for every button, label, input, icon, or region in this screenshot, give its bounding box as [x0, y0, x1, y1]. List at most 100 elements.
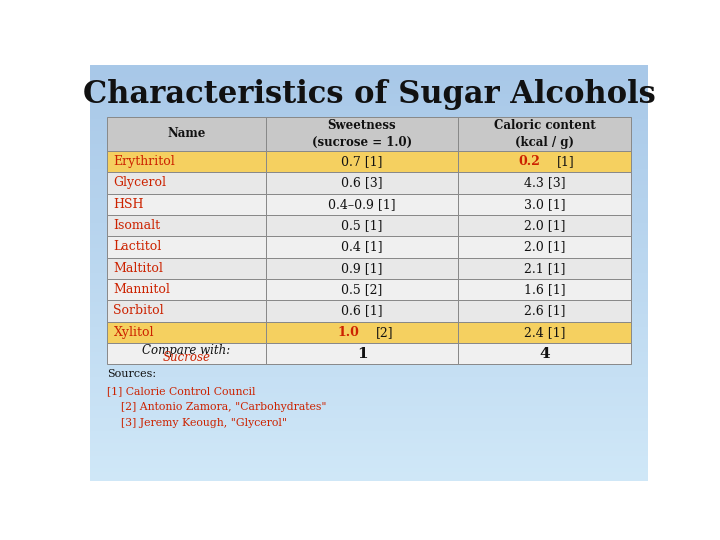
Bar — [90, 160, 648, 165]
Bar — [90, 65, 648, 69]
Text: 3.0 [1]: 3.0 [1] — [524, 198, 566, 211]
Text: Mannitol: Mannitol — [114, 283, 171, 296]
Bar — [458, 300, 631, 321]
Bar — [90, 435, 648, 439]
Text: 1.0: 1.0 — [337, 326, 359, 339]
Text: Lactitol: Lactitol — [114, 240, 162, 253]
Text: 0.9 [1]: 0.9 [1] — [341, 262, 383, 275]
Bar — [458, 172, 631, 193]
Text: 0.4 [1]: 0.4 [1] — [341, 240, 383, 253]
Bar — [90, 202, 648, 206]
Bar — [90, 360, 648, 364]
Bar — [458, 193, 631, 215]
Bar — [266, 343, 458, 364]
Bar — [107, 300, 266, 321]
Text: [2] Antonio Zamora, "Carbohydrates": [2] Antonio Zamora, "Carbohydrates" — [107, 402, 326, 413]
Bar — [90, 156, 648, 160]
Bar — [90, 77, 648, 82]
Bar — [90, 302, 648, 306]
Bar — [90, 227, 648, 231]
Bar — [90, 136, 648, 140]
Text: 2.6 [1]: 2.6 [1] — [524, 305, 565, 318]
Bar — [458, 215, 631, 236]
Bar — [90, 252, 648, 256]
Text: HSH: HSH — [114, 198, 144, 211]
Bar — [90, 173, 648, 177]
Bar — [458, 236, 631, 258]
Text: 0.6 [1]: 0.6 [1] — [341, 305, 383, 318]
Bar — [90, 244, 648, 248]
Bar — [458, 117, 631, 151]
Bar — [90, 306, 648, 310]
Bar — [90, 98, 648, 102]
Bar — [90, 265, 648, 268]
Bar — [90, 476, 648, 481]
Text: Sources:: Sources: — [107, 369, 156, 379]
Bar — [90, 339, 648, 343]
Bar — [90, 131, 648, 136]
Bar — [90, 319, 648, 322]
Bar — [90, 427, 648, 431]
Text: Caloric content
(kcal / g): Caloric content (kcal / g) — [494, 119, 595, 149]
Bar — [90, 431, 648, 435]
Bar — [90, 144, 648, 148]
Text: Compare with:: Compare with: — [142, 343, 230, 356]
Text: 4.3 [3]: 4.3 [3] — [524, 177, 566, 190]
Text: [2]: [2] — [376, 326, 393, 339]
Text: Sucrose: Sucrose — [162, 352, 210, 365]
Text: Sorbitol: Sorbitol — [114, 305, 164, 318]
Bar — [90, 456, 648, 460]
Bar — [90, 352, 648, 356]
Bar — [90, 114, 648, 119]
Bar — [90, 273, 648, 277]
Bar — [107, 236, 266, 258]
Bar — [90, 168, 648, 173]
Text: 0.7 [1]: 0.7 [1] — [341, 155, 383, 168]
Bar — [266, 193, 458, 215]
Text: Isomalt: Isomalt — [114, 219, 161, 232]
Bar — [90, 310, 648, 314]
Bar — [90, 335, 648, 339]
Bar — [458, 321, 631, 343]
Bar — [266, 172, 458, 193]
Bar — [90, 289, 648, 294]
Bar — [90, 381, 648, 385]
Bar — [90, 294, 648, 298]
Bar — [90, 111, 648, 114]
Text: 0.4–0.9 [1]: 0.4–0.9 [1] — [328, 198, 396, 211]
Bar — [266, 258, 458, 279]
Bar — [90, 181, 648, 185]
Bar — [90, 298, 648, 302]
Bar — [458, 343, 631, 364]
Text: 1: 1 — [356, 347, 367, 361]
Bar — [90, 198, 648, 202]
Bar — [90, 248, 648, 252]
Text: 2.4 [1]: 2.4 [1] — [524, 326, 565, 339]
Text: Name: Name — [167, 127, 205, 140]
Bar — [107, 172, 266, 193]
Bar — [90, 94, 648, 98]
Bar — [90, 451, 648, 456]
Bar — [266, 300, 458, 321]
Bar — [266, 236, 458, 258]
Bar — [90, 223, 648, 227]
Bar — [90, 327, 648, 331]
Bar — [90, 85, 648, 90]
Text: 0.5 [1]: 0.5 [1] — [341, 219, 383, 232]
Bar — [90, 343, 648, 348]
Bar — [90, 314, 648, 319]
Text: 2.1 [1]: 2.1 [1] — [524, 262, 565, 275]
Bar — [107, 343, 266, 364]
Text: [1] Calorie Control Council: [1] Calorie Control Council — [107, 387, 256, 396]
Bar — [90, 148, 648, 152]
Bar — [90, 165, 648, 168]
Bar — [90, 102, 648, 106]
Bar — [90, 106, 648, 111]
Bar — [107, 258, 266, 279]
Bar — [90, 285, 648, 289]
Bar — [90, 69, 648, 73]
Bar — [90, 468, 648, 472]
Bar — [90, 393, 648, 397]
Text: 4: 4 — [539, 347, 550, 361]
Bar — [458, 151, 631, 172]
